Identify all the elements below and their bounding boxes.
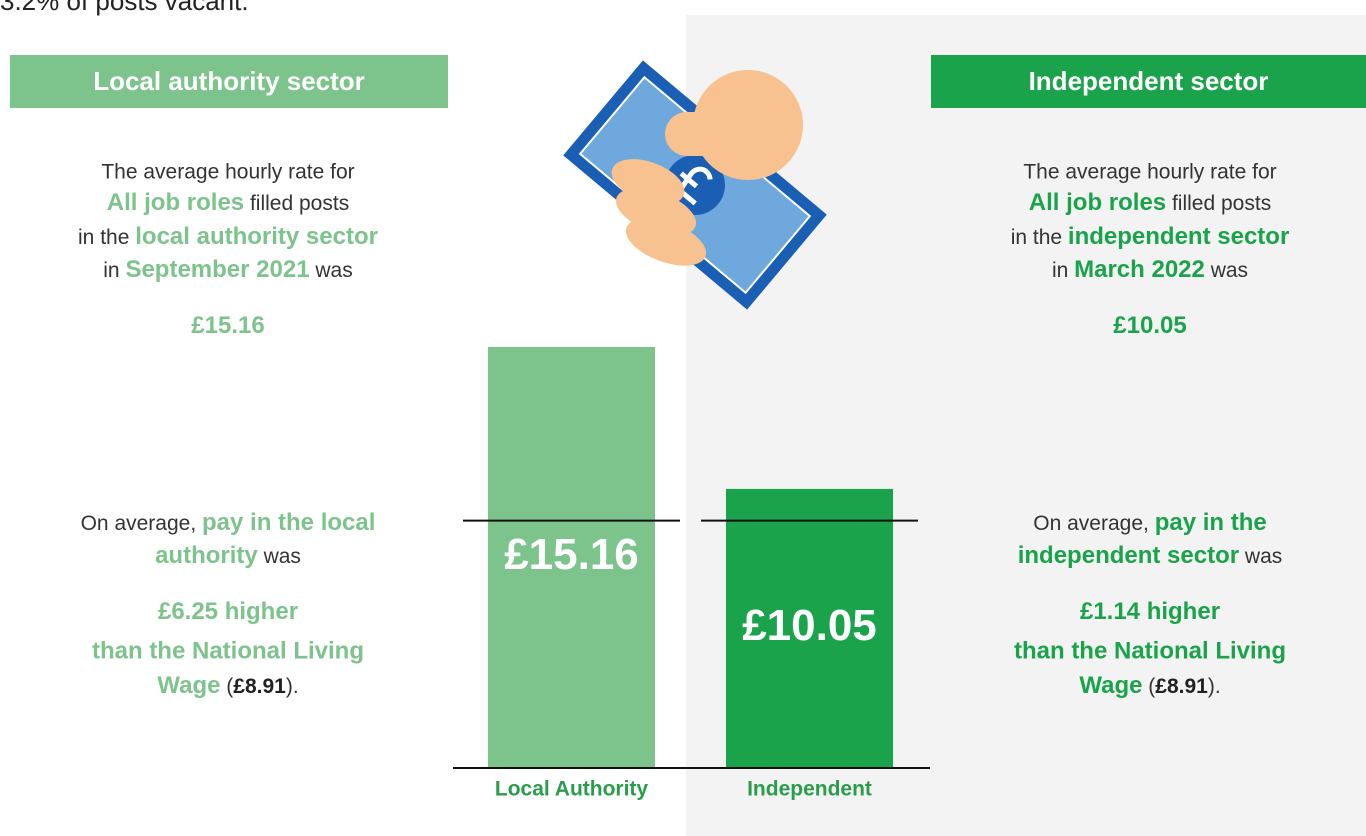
compare-line: £6.25 higher [8, 580, 448, 626]
text-segment: £8.91 [233, 675, 286, 698]
text-segment: independent sector [1067, 223, 1290, 250]
text-segment: All job roles [106, 189, 245, 216]
value-label: £15.16 [504, 530, 639, 579]
category-label: Independent [747, 778, 872, 801]
text-segment: £8.91 [1155, 675, 1208, 698]
sector-header: Local authority sector [10, 55, 448, 108]
text-segment: than the National Living [91, 637, 364, 665]
compare-line: £1.14 higher [930, 580, 1366, 626]
rate-line: All job roles filled posts [8, 191, 448, 215]
text-segment: March 2022 [1074, 256, 1205, 283]
compare-line: than the National Living [8, 637, 448, 664]
text-segment: in the [1010, 226, 1068, 249]
text-segment: in [1051, 259, 1075, 282]
rate-line: £15.16 [8, 291, 448, 341]
text-segment: ). [1207, 675, 1221, 698]
compare-line: On average, pay in the [930, 511, 1366, 535]
compare-line: Wage (£8.91). [930, 674, 1366, 698]
rate-line: The average hourly rate for [930, 162, 1366, 183]
text-segment: ( [1142, 675, 1156, 698]
text-segment: than the National Living [1013, 637, 1286, 665]
text-segment: The average hourly rate for [101, 160, 355, 184]
text-segment: pay in the [1154, 509, 1267, 536]
top-text: 3.2% of posts vacant. [0, 0, 249, 16]
text-segment: On average, [1033, 512, 1155, 535]
compare-line: On average, pay in the local [8, 511, 448, 535]
text-segment: ( [220, 675, 234, 698]
text-segment: The average hourly rate for [1023, 160, 1277, 184]
text-segment: was [1204, 259, 1249, 282]
text-segment: Wage [1079, 672, 1143, 699]
rate-line: in the local authority sector [8, 225, 448, 249]
text-segment: was [257, 545, 301, 568]
hand-icon [611, 70, 803, 266]
text-segment: £1.14 higher [1079, 598, 1221, 625]
text-segment: pay in the local [202, 509, 376, 536]
rate-line: in March 2022 was [930, 258, 1366, 282]
rate-line: in the independent sector [930, 225, 1366, 249]
text-segment: in the [78, 226, 136, 249]
text-segment: £15.16 [191, 312, 265, 339]
text-segment: £6.25 higher [157, 598, 299, 625]
compare-line: Wage (£8.91). [8, 674, 448, 698]
text-segment: was [309, 259, 353, 282]
text-segment: September 2021 [125, 256, 310, 283]
bar [488, 347, 655, 768]
text-segment: £10.05 [1113, 312, 1187, 339]
rate-line: in September 2021 was [8, 258, 448, 282]
text-segment: was [1239, 545, 1283, 568]
rate-line: All job roles filled posts [930, 191, 1366, 215]
text-segment: All job roles [1028, 189, 1167, 216]
compare-line: independent sector was [930, 544, 1366, 568]
text-segment: Wage [157, 672, 221, 699]
text-segment: ). [285, 675, 299, 698]
text-segment: independent sector [1017, 542, 1240, 569]
compare-line: authority was [8, 544, 448, 568]
text-segment: filled posts [244, 192, 350, 215]
rate-line: The average hourly rate for [8, 162, 448, 183]
category-label: Local Authority [495, 778, 649, 801]
value-label: £10.05 [742, 601, 877, 650]
text-segment: On average, [80, 512, 202, 535]
sector-header: Independent sector [931, 55, 1366, 108]
rate-line: £10.05 [930, 291, 1366, 341]
compare-line: than the National Living [930, 637, 1366, 664]
text-segment: local authority sector [135, 223, 378, 250]
text-segment: authority [155, 542, 258, 569]
text-segment: in [103, 259, 126, 282]
bar [726, 488, 893, 768]
text-segment: filled posts [1166, 192, 1272, 215]
